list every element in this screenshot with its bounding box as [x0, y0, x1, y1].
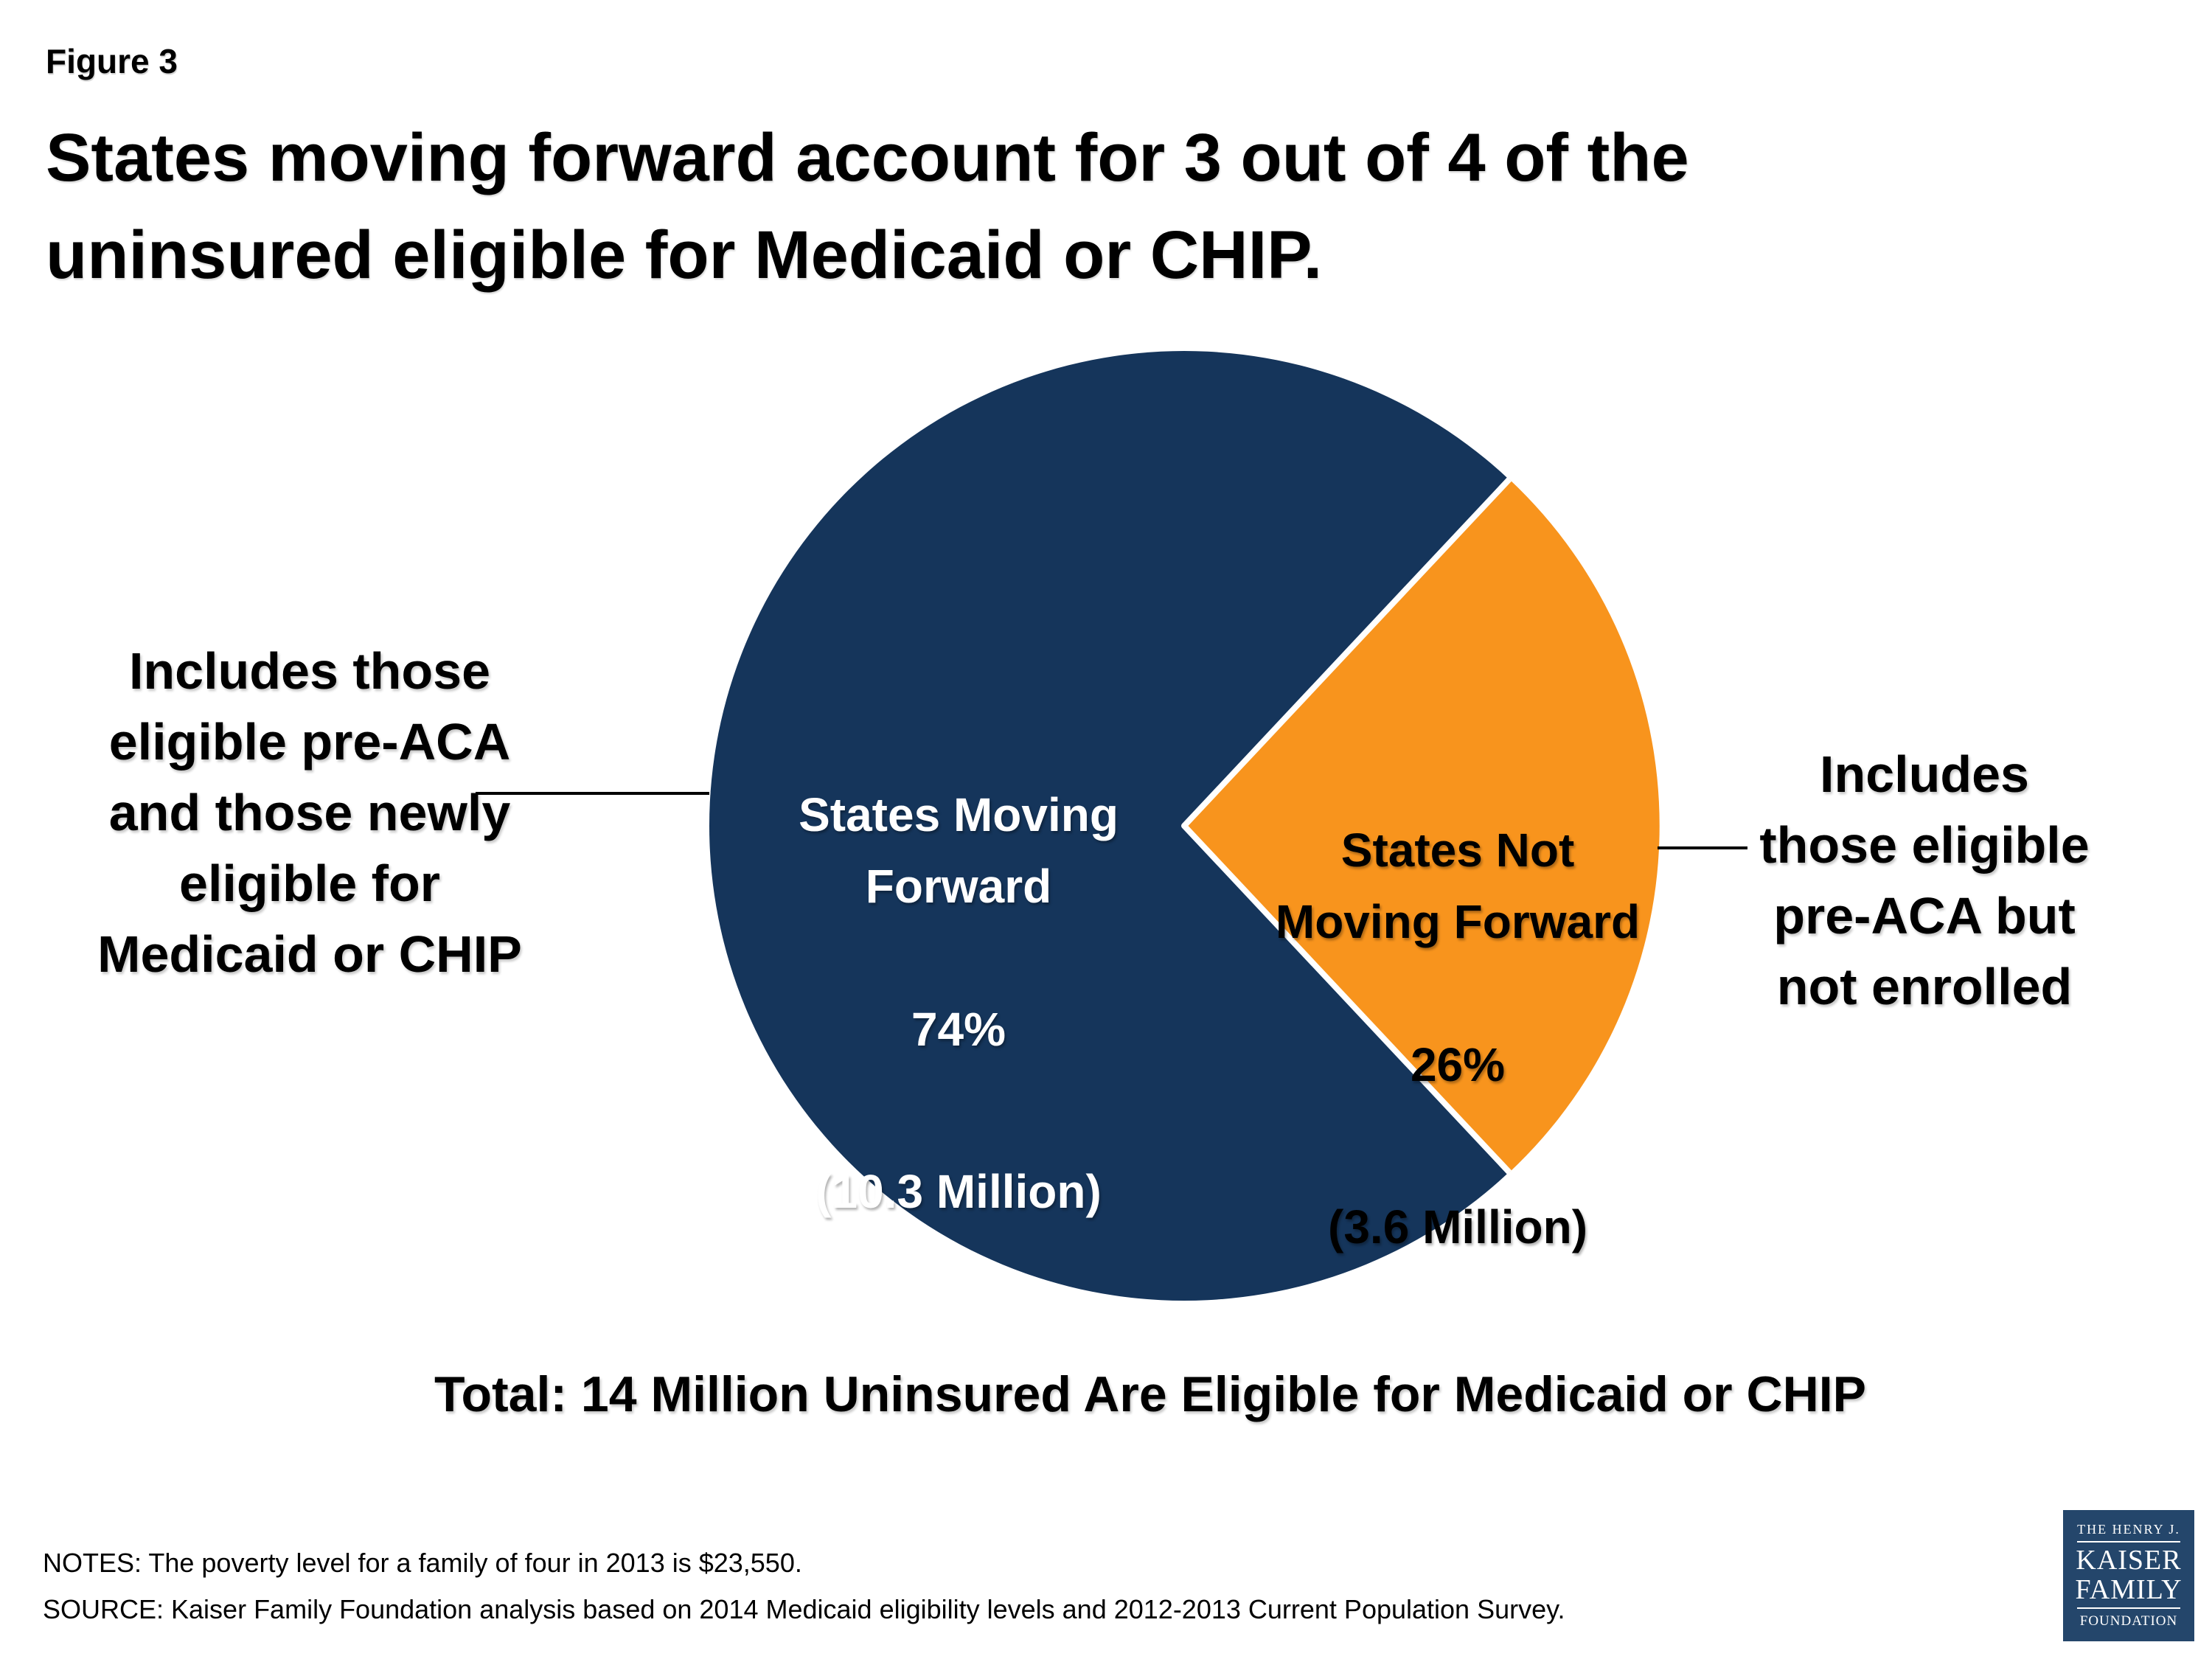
slice-separator-line	[1181, 477, 1512, 1175]
kff-logo: THE HENRY J. KAISER FAMILY FOUNDATION	[2063, 1510, 2194, 1641]
logo-line-kaiser: KAISER	[2076, 1545, 2182, 1576]
annotation-not-moving-forward: Includes those eligible pre-ACA but not …	[1759, 745, 2090, 1015]
logo-line-foundation: FOUNDATION	[2079, 1613, 2178, 1629]
logo-line-family: FAMILY	[2075, 1574, 2183, 1605]
notes-line: NOTES: The poverty level for a family of…	[43, 1548, 802, 1578]
slice-value: (10.3 Million)	[815, 1165, 1102, 1218]
source-line: SOURCE: Kaiser Family Foundation analysi…	[43, 1594, 1565, 1624]
figure-number-label: Figure 3	[46, 42, 178, 80]
logo-line-the-henry-j: THE HENRY J.	[2077, 1522, 2180, 1537]
pie-label-states-not-moving-forward: States Not Moving Forward 26% (3.6 Milli…	[1200, 743, 1716, 1335]
logo-divider-bottom	[2077, 1607, 2180, 1609]
page-title: States moving forward account for 3 out …	[46, 120, 1689, 293]
logo-divider-top	[2077, 1541, 2180, 1543]
footer-notes: NOTES: The poverty level for a family of…	[43, 1540, 2034, 1632]
total-caption: Total: 14 Million Uninsured Are Eligible…	[434, 1366, 1866, 1422]
pie-label-states-moving-forward: States Moving Forward 74% (10.3 Million)	[700, 708, 1217, 1299]
pie-slice-states-not-moving-forward	[1184, 479, 1660, 1172]
slice-percent: 26%	[1410, 1038, 1506, 1091]
slice-value: (3.6 Million)	[1328, 1200, 1587, 1253]
slice-percent: 74%	[911, 1003, 1006, 1056]
slice-name: States Moving Forward	[799, 788, 1119, 913]
annotation-moving-forward: Includes those eligible pre-ACA and thos…	[97, 642, 522, 983]
slice-name: States Not Moving Forward	[1275, 824, 1641, 948]
